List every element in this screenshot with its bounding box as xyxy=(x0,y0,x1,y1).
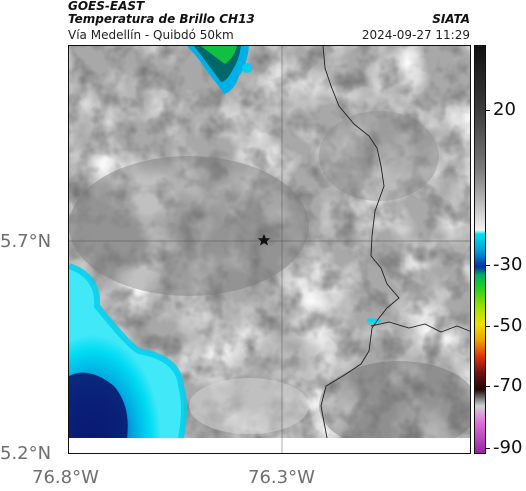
organization-label: SIATA xyxy=(432,12,470,26)
colorbar-label: -70 xyxy=(493,375,523,396)
colorbar-label: -50 xyxy=(493,315,523,336)
longitude-label-right: 76.3°W xyxy=(248,467,315,488)
satellite-image xyxy=(69,46,470,453)
title-satellite: GOES-EAST xyxy=(68,0,145,13)
timestamp-label: 2024-09-27 11:29 xyxy=(361,28,470,42)
longitude-label-left: 76.8°W xyxy=(32,467,99,488)
map-panel[interactable] xyxy=(68,45,471,454)
colorbar xyxy=(474,45,486,454)
region-subtitle: Vía Medellín - Quibdó 50km xyxy=(68,28,234,42)
star-icon xyxy=(257,234,271,246)
colorbar-tick xyxy=(486,386,490,387)
title-product: Temperatura de Brillo CH13 xyxy=(68,12,255,26)
latitude-label-bottom: 5.2°N xyxy=(0,443,52,464)
colorbar-tick xyxy=(486,326,490,327)
colorbar-gradient xyxy=(475,46,485,453)
colorbar-tick xyxy=(486,448,490,449)
colorbar-label: -90 xyxy=(493,437,523,458)
colorbar-label: 20 xyxy=(493,99,516,120)
colorbar-tick xyxy=(486,265,490,266)
colorbar-label: -30 xyxy=(493,254,523,275)
colorbar-tick xyxy=(486,110,490,111)
latitude-label-top: 5.7°N xyxy=(0,231,52,252)
